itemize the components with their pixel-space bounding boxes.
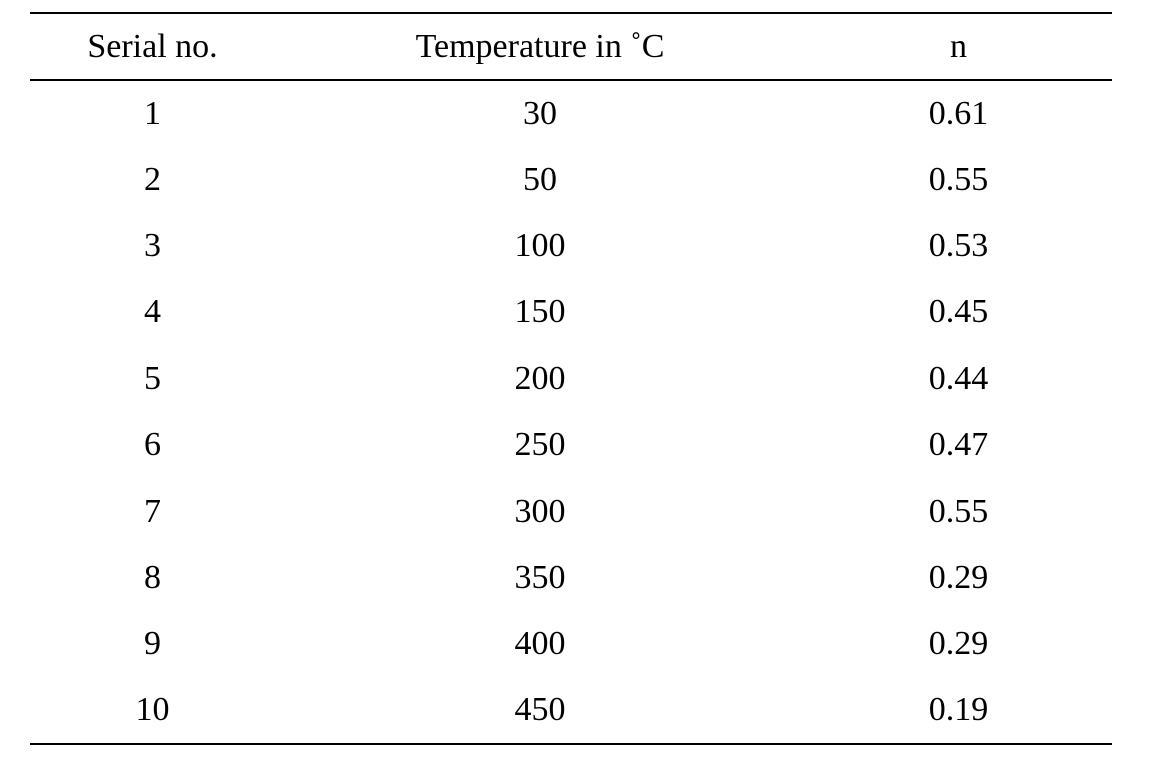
cell-serial-no: 2 [144,160,161,198]
cell-serial-no: 4 [144,293,161,331]
cell-n: 0.29 [928,558,989,596]
cell-n: 0.55 [928,492,989,530]
data-table-container: Serial no. Temperature in ˚C n 1 30 0.61… [30,12,1112,745]
table-row: 8 350 0.29 [30,545,1112,611]
cell-serial-no: 8 [144,558,161,596]
cell-n: 0.55 [928,160,989,198]
table-row: 7 300 0.55 [30,478,1112,544]
cell-serial-no: 3 [144,226,161,264]
header-row: Serial no. Temperature in ˚C n [30,12,1112,81]
cell-temperature: 250 [514,426,566,464]
cell-temperature: 50 [523,160,557,198]
cell-n: 0.61 [928,94,989,132]
cell-temperature: 200 [514,359,566,397]
cell-serial-no: 1 [144,94,161,132]
cell-n: 0.45 [928,293,989,331]
cell-temperature: 30 [523,94,557,132]
cell-temperature: 300 [514,492,566,530]
header-serial-no: Serial no. [30,12,275,81]
cell-n: 0.29 [928,625,989,663]
table-row: 6 250 0.47 [30,412,1112,478]
cell-n: 0.53 [928,226,989,264]
cell-serial-no: 5 [144,359,161,397]
cell-n: 0.47 [928,426,989,464]
cell-serial-no: 10 [30,677,275,745]
cell-serial-no: 9 [144,625,161,663]
table-header: Serial no. Temperature in ˚C n [30,12,1112,81]
table-row: 2 50 0.55 [30,146,1112,212]
cell-serial-no: 6 [144,426,161,464]
table-row: 4 150 0.45 [30,279,1112,345]
table-row: 3 100 0.53 [30,213,1112,279]
table-row: 5 200 0.44 [30,346,1112,412]
data-table: Serial no. Temperature in ˚C n 1 30 0.61… [30,12,1112,745]
cell-n: 0.19 [805,677,1112,745]
table-row: 10 450 0.19 [30,677,1112,745]
cell-temperature: 150 [514,293,566,331]
cell-serial-no: 7 [144,492,161,530]
header-temperature: Temperature in ˚C [275,12,805,81]
table-row: 9 400 0.29 [30,611,1112,677]
cell-temperature: 450 [275,677,805,745]
table-body: 1 30 0.61 2 50 0.55 3 100 0.53 4 150 0.4… [30,80,1112,745]
cell-temperature: 400 [514,625,566,663]
cell-temperature: 350 [514,558,566,596]
cell-n: 0.44 [928,359,989,397]
table-row: 1 30 0.61 [30,80,1112,146]
cell-temperature: 100 [514,226,566,264]
header-n: n [805,12,1112,81]
